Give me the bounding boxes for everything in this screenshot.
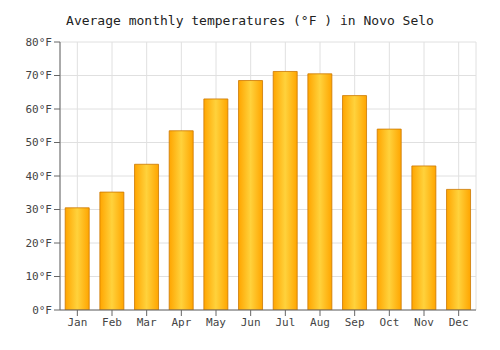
svg-text:40°F: 40°F [26, 170, 53, 183]
svg-text:50°F: 50°F [26, 136, 53, 149]
svg-text:70°F: 70°F [26, 69, 53, 82]
svg-text:30°F: 30°F [26, 203, 53, 216]
svg-text:0°F: 0°F [32, 304, 52, 317]
svg-text:Sep: Sep [345, 316, 365, 329]
svg-text:Jun: Jun [241, 316, 261, 329]
svg-text:80°F: 80°F [26, 36, 53, 49]
svg-text:60°F: 60°F [26, 103, 53, 116]
svg-text:Apr: Apr [171, 316, 191, 329]
svg-text:Feb: Feb [102, 316, 122, 329]
svg-text:Nov: Nov [414, 316, 434, 329]
svg-text:Jan: Jan [67, 316, 87, 329]
svg-text:May: May [206, 316, 226, 329]
html-text:Average monthly temperatures (: Average monthly temperatures (°F ) in No… [66, 13, 434, 28]
svg-text:Jul: Jul [275, 316, 295, 329]
svg-text:Oct: Oct [379, 316, 399, 329]
svg-text:Aug: Aug [310, 316, 330, 329]
svg-text:Mar: Mar [137, 316, 157, 329]
svg-text:10°F: 10°F [26, 270, 53, 283]
svg-text:20°F: 20°F [26, 237, 53, 250]
svg-text:Dec: Dec [449, 316, 469, 329]
